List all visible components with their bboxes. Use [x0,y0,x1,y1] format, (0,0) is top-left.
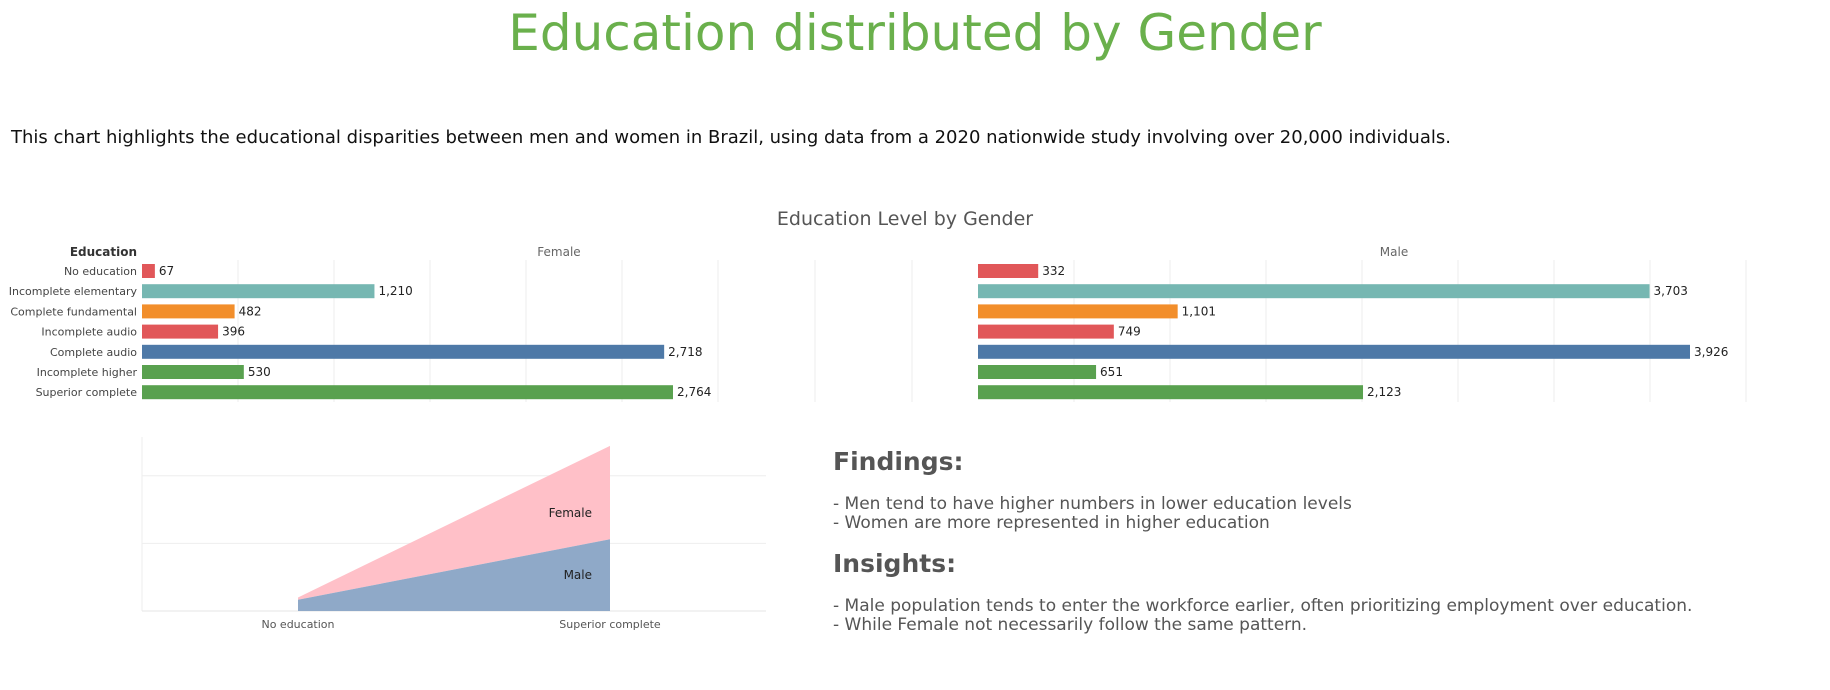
category-label: Complete fundamental [10,305,137,318]
bar-value-label: 3,703 [1654,284,1688,298]
bar [142,304,235,319]
insights-line-2: - While Female not necessarily follow th… [833,615,1308,635]
bar [142,385,673,400]
bar [978,365,1097,379]
bar-value-label: 1,210 [378,284,412,298]
bar-value-label: 482 [239,304,262,318]
category-label: Superior complete [36,386,138,399]
area-male [298,539,610,611]
bar-value-label: 396 [222,325,245,339]
bar [142,284,375,299]
bar-value-label: 749 [1118,325,1141,339]
bar [978,264,1039,278]
row-header: Education [70,245,137,259]
category-label: Incomplete higher [37,366,138,379]
bar-value-label: 1,101 [1182,304,1216,318]
area-female [298,445,610,600]
bar [142,264,155,278]
bar [142,344,665,359]
bar-value-label: 651 [1100,365,1123,379]
bar-value-label: 530 [248,365,271,379]
gender-area-chart: Female Male No education Superior complete [141,437,766,631]
category-label: Incomplete elementary [9,285,138,298]
bar-value-label: 2,718 [668,345,702,359]
category-label: No education [64,265,137,278]
bar [978,344,1690,359]
category-label: Complete audio [50,346,137,359]
bar-value-label: 3,926 [1694,345,1728,359]
panel-header-female: Female [537,245,580,259]
bar [978,324,1114,339]
panel-header-male: Male [1380,245,1408,259]
page-subtitle: This chart highlights the educational di… [11,127,1451,148]
bar-value-label: 67 [159,264,174,278]
bar-value-label: 332 [1042,264,1065,278]
education-bar-chart: Education Level by Gender Education No edu… [9,208,1747,402]
bar [978,304,1178,319]
bar-value-label: 2,764 [677,385,711,399]
bar-value-label: 2,123 [1367,385,1401,399]
page-title: Education distributed by Gender [508,4,1322,62]
findings-line-2: - Women are more represented in higher e… [833,513,1270,533]
bar [978,385,1364,400]
bar [142,324,219,339]
x-tick-label: No education [261,618,334,631]
bar-chart-title: Education Level by Gender [777,208,1033,230]
findings-title: Findings: [833,447,964,476]
bar [142,365,244,379]
insights-title: Insights: [833,549,957,578]
bar [978,284,1650,299]
insights-line-1: - Male population tends to enter the wor… [833,596,1693,616]
category-label: Incomplete audio [41,326,137,339]
series-label-female: Female [549,506,592,520]
x-tick-label: Superior complete [559,618,661,631]
series-label-male: Male [564,568,592,582]
findings-line-1: - Men tend to have higher numbers in low… [833,494,1352,514]
